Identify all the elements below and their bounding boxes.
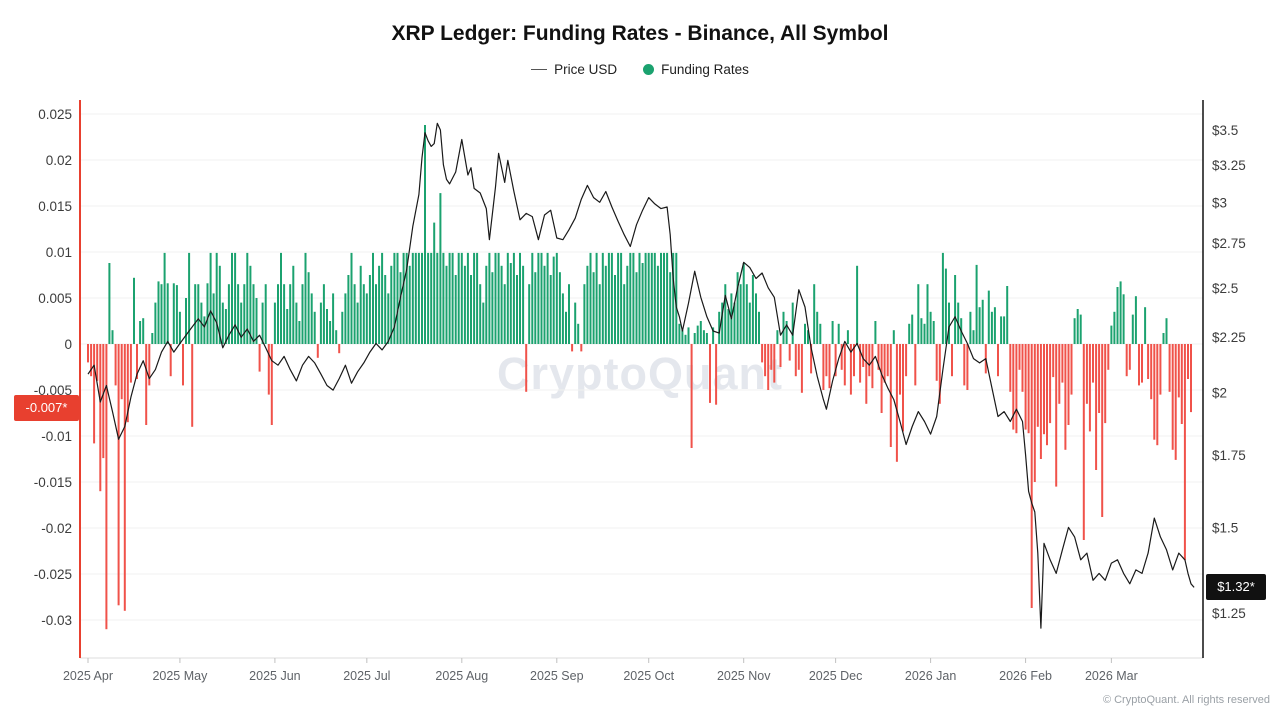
left-axis-current-value-badge: -0.007*: [14, 395, 79, 421]
x-tick-label: 2025 Oct: [623, 669, 674, 683]
legend-item-funding[interactable]: Funding Rates: [643, 62, 749, 77]
svg-text:$3.5: $3.5: [1212, 123, 1238, 138]
svg-text:$3: $3: [1212, 195, 1227, 210]
chart-legend: Price USD Funding Rates: [0, 62, 1280, 77]
svg-text:0.02: 0.02: [46, 153, 72, 168]
svg-text:$3.25: $3.25: [1212, 158, 1246, 173]
svg-text:-0.01: -0.01: [41, 429, 72, 444]
x-tick-label: 2026 Mar: [1085, 669, 1138, 683]
x-tick-label: 2025 Apr: [63, 669, 113, 683]
price-line: [87, 122, 1195, 629]
svg-text:-0.03: -0.03: [41, 613, 72, 628]
gridlines: [80, 113, 1203, 621]
svg-text:0.01: 0.01: [46, 245, 72, 260]
x-tick-label: 2026 Jan: [905, 669, 956, 683]
legend-funding-label: Funding Rates: [661, 62, 749, 77]
funding-rate-bars: [87, 125, 1192, 630]
svg-text:-0.02: -0.02: [41, 521, 72, 536]
x-axis: 2025 Apr 2025 May 2025 Jun 2025 Jul 2025 Aug…: [63, 657, 1203, 683]
x-tick-label: 2025 Jun: [249, 669, 300, 683]
left-axis-tick-labels: 0.025 0.02 0.015 0.01 0.005 0 -0.005 -0.01 -0.01…: [34, 107, 72, 628]
price-line-icon: [531, 69, 548, 70]
svg-text:0: 0: [64, 337, 72, 352]
svg-text:-0.005: -0.005: [34, 383, 72, 398]
x-tick-label: 2025 Nov: [717, 669, 771, 683]
svg-text:-0.015: -0.015: [34, 475, 72, 490]
svg-text:$2: $2: [1212, 385, 1227, 400]
svg-text:$1.5: $1.5: [1212, 520, 1238, 535]
svg-text:0.025: 0.025: [38, 107, 72, 122]
right-axis-tick-labels: $3.5 $3.25 $3 $2.75 $2.5 $2.25 $2 $1.75 $1.5 $1.2…: [1212, 123, 1246, 621]
x-tick-label: 2025 Jul: [343, 669, 390, 683]
funding-dot-icon: [643, 64, 655, 75]
svg-text:$2.75: $2.75: [1212, 236, 1246, 251]
x-tick-label: 2026 Feb: [999, 669, 1052, 683]
x-tick-label: 2025 Aug: [435, 669, 488, 683]
legend-item-price[interactable]: Price USD: [531, 62, 617, 77]
svg-text:$1.25: $1.25: [1212, 606, 1246, 621]
svg-text:0.015: 0.015: [38, 199, 72, 214]
svg-text:$1.75: $1.75: [1212, 448, 1246, 463]
x-tick-label: 2025 Sep: [530, 669, 584, 683]
svg-text:-0.025: -0.025: [34, 567, 72, 582]
svg-text:0.005: 0.005: [38, 291, 72, 306]
x-tick-label: 2025 May: [152, 669, 208, 683]
x-tick-label: 2025 Dec: [809, 669, 863, 683]
legend-price-label: Price USD: [554, 62, 618, 77]
svg-text:$2.5: $2.5: [1212, 281, 1238, 296]
chart-title: XRP Ledger: Funding Rates - Binance, All…: [391, 22, 889, 45]
svg-text:$2.25: $2.25: [1212, 330, 1246, 345]
right-axis-current-value-badge: $1.32*: [1206, 574, 1266, 600]
copyright-notice: © CryptoQuant. All rights reserved: [1102, 694, 1270, 706]
